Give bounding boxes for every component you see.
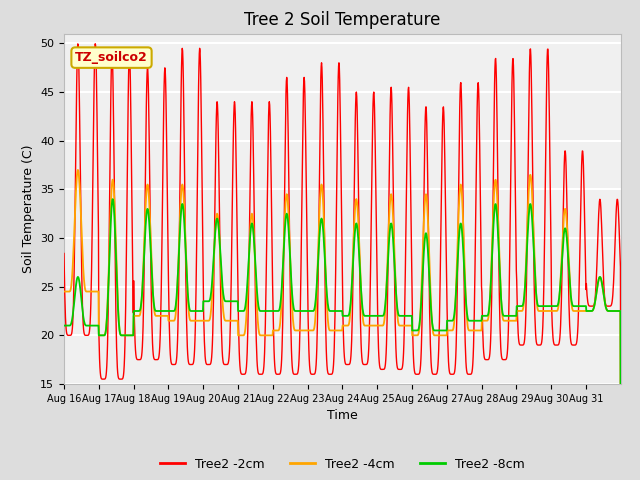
Text: TZ_soilco2: TZ_soilco2 xyxy=(75,51,148,64)
Legend: Tree2 -2cm, Tree2 -4cm, Tree2 -8cm: Tree2 -2cm, Tree2 -4cm, Tree2 -8cm xyxy=(156,453,529,476)
Y-axis label: Soil Temperature (C): Soil Temperature (C) xyxy=(22,144,35,273)
X-axis label: Time: Time xyxy=(327,409,358,422)
Title: Tree 2 Soil Temperature: Tree 2 Soil Temperature xyxy=(244,11,440,29)
